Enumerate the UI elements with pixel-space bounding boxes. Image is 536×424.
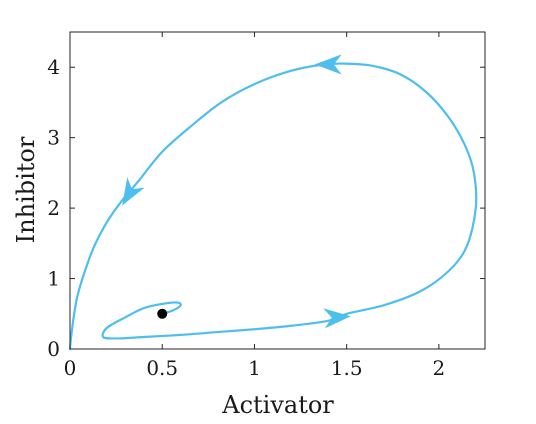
y-axis-title: Inhibitor [12, 136, 40, 243]
plot-frame [69, 31, 486, 350]
y-tick-label: 4 [47, 55, 60, 79]
direction-arrow [122, 177, 145, 206]
trajectory-line [68, 62, 478, 351]
x-tick-label: 1 [248, 356, 261, 380]
direction-arrow [323, 308, 351, 329]
x-tick-label: 0.5 [146, 356, 178, 380]
y-tick-label: 2 [47, 196, 60, 220]
tick-labels: 0 0.5 1 1.5 2 0 1 2 3 4 [47, 55, 445, 380]
fixed-point-marker [157, 308, 168, 319]
x-tick-label: 0 [64, 356, 77, 380]
series-layer [68, 54, 478, 351]
y-tick-label: 1 [47, 267, 60, 291]
y-tick-label: 3 [47, 126, 60, 150]
direction-arrow [314, 54, 342, 75]
x-tick-label: 1.5 [331, 356, 363, 380]
x-axis-title: Activator [221, 391, 334, 419]
x-tick-label: 2 [433, 356, 446, 380]
y-tick-label: 0 [47, 337, 60, 361]
